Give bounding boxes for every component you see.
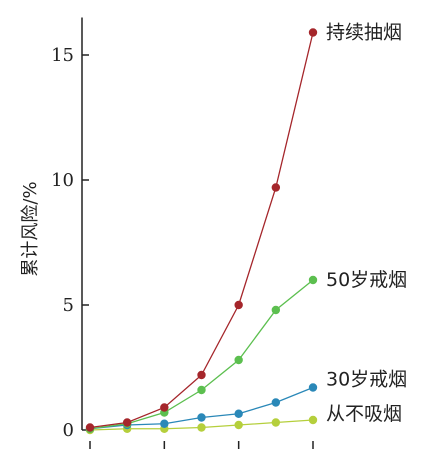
series-line-2 [89, 279, 314, 430]
data-point-s3-3 [197, 413, 206, 422]
data-point-s4-6 [308, 415, 318, 425]
series-label-1: 持续抽烟 [326, 22, 402, 44]
data-point-s1-0 [85, 423, 95, 432]
series-label-4: 从不吸烟 [326, 403, 402, 425]
series-label-3: 30岁戒烟 [326, 369, 407, 391]
series-label-2: 50岁戒烟 [326, 269, 407, 291]
y-tick-label-0: 0 [63, 420, 74, 441]
data-point-s3-4 [234, 409, 243, 418]
data-point-s1-1 [122, 418, 132, 427]
data-point-s4-4 [234, 420, 243, 430]
data-point-s1-2 [160, 403, 169, 412]
data-point-s1-4 [234, 300, 243, 310]
data-point-s2-5 [271, 305, 281, 315]
data-point-s3-5 [271, 398, 281, 407]
data-point-s1-6 [308, 28, 318, 37]
y-tick-label-5: 5 [63, 295, 74, 316]
series-lines [89, 32, 314, 431]
data-point-s4-5 [271, 418, 281, 427]
axes: 0 5 10 15 [51, 17, 314, 449]
data-point-s3-6 [308, 383, 318, 392]
data-point-s2-3 [197, 385, 206, 395]
data-point-s3-2 [160, 419, 169, 428]
data-point-s2-4 [234, 355, 243, 365]
data-point-s2-6 [308, 275, 318, 285]
y-tick-label-10: 10 [51, 170, 74, 191]
data-point-s4-3 [197, 423, 206, 432]
data-point-s1-3 [197, 370, 206, 380]
y-axis-label: 累计风险/% [20, 181, 41, 276]
series-points [85, 28, 318, 435]
data-point-s1-5 [271, 183, 281, 192]
series-line-1 [89, 32, 314, 429]
y-tick-label-15: 15 [51, 45, 74, 66]
